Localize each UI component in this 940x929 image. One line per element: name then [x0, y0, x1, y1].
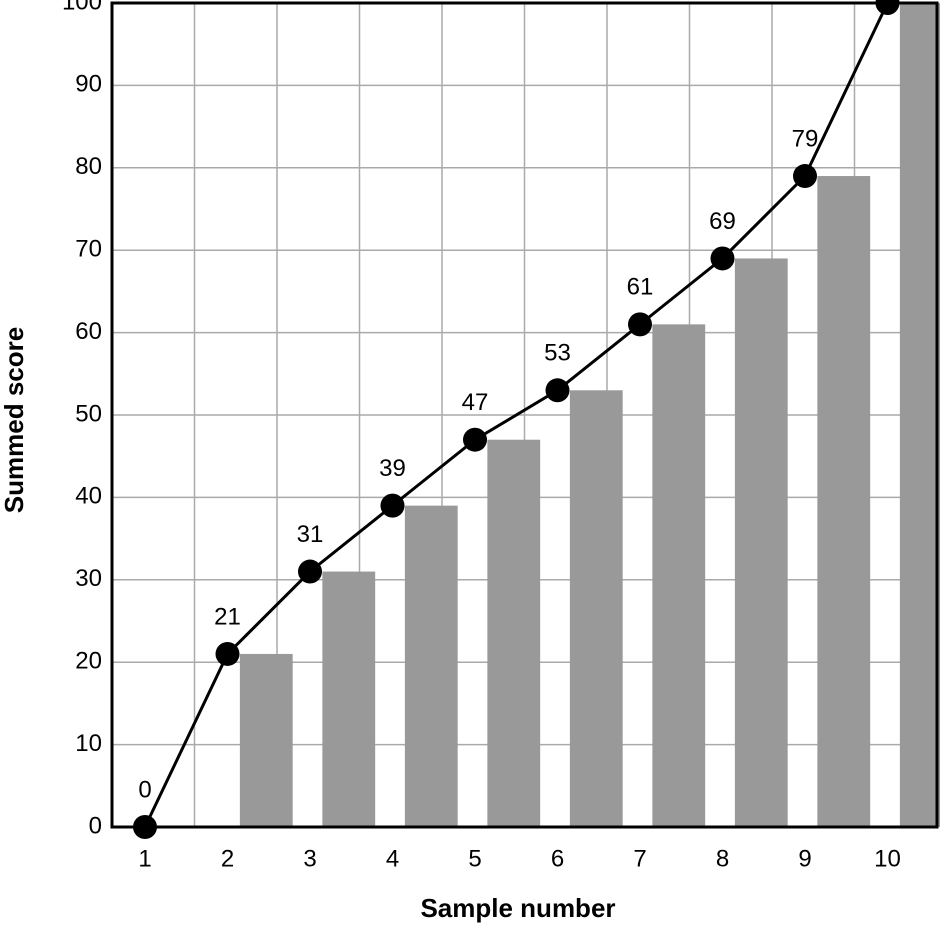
bar: [239, 653, 293, 827]
x-tick-label: 3: [303, 845, 316, 872]
x-tick-label: 1: [138, 845, 151, 872]
point: [298, 559, 322, 584]
y-tick-label: 80: [75, 153, 102, 180]
x-tick-label: 5: [468, 845, 481, 872]
bar: [569, 390, 623, 827]
data-label: 21: [214, 603, 241, 630]
x-axis-title: Sample number: [420, 893, 615, 923]
data-label: 53: [544, 340, 571, 367]
data-label: 61: [627, 274, 654, 301]
y-tick-label: 60: [75, 318, 102, 345]
bar: [734, 258, 788, 827]
data-label: 79: [792, 125, 819, 152]
point: [710, 246, 735, 271]
point: [628, 312, 652, 337]
point: [463, 427, 487, 452]
point: [380, 493, 405, 518]
point: [215, 641, 240, 666]
bar: [404, 505, 458, 827]
x-tick-label: 7: [633, 845, 646, 872]
data-label: 39: [379, 455, 406, 482]
data-label: 69: [709, 208, 736, 235]
y-tick-label: 100: [62, 0, 102, 15]
x-tick-label: 6: [551, 845, 564, 872]
x-tick-label: 2: [221, 845, 234, 872]
point: [133, 815, 157, 839]
y-axis-title: Summed score: [0, 327, 29, 513]
y-tick-label: 70: [75, 236, 102, 263]
y-tick-label: 40: [75, 483, 102, 510]
bar: [817, 176, 871, 828]
y-tick-label: 20: [75, 648, 102, 675]
x-tick-label: 10: [874, 845, 901, 872]
data-label: 0: [138, 776, 151, 803]
y-tick-label: 90: [75, 71, 102, 98]
data-label: 47: [462, 389, 489, 416]
y-tick-label: 10: [75, 730, 102, 757]
bar: [322, 571, 376, 827]
y-tick-label: 0: [89, 812, 102, 839]
x-tick-label: 4: [386, 845, 399, 872]
y-tick-label: 30: [75, 565, 102, 592]
bar: [899, 3, 940, 827]
y-tick-label: 50: [75, 400, 102, 427]
point: [875, 0, 900, 15]
point: [545, 378, 570, 403]
point: [793, 164, 817, 189]
bar: [652, 324, 706, 827]
bar: [487, 439, 541, 827]
line: [143, 2, 889, 828]
data-label: 31: [297, 521, 324, 548]
plot-border: [110, 1, 939, 829]
x-tick-label: 9: [798, 845, 811, 872]
x-tick-label: 8: [716, 845, 729, 872]
